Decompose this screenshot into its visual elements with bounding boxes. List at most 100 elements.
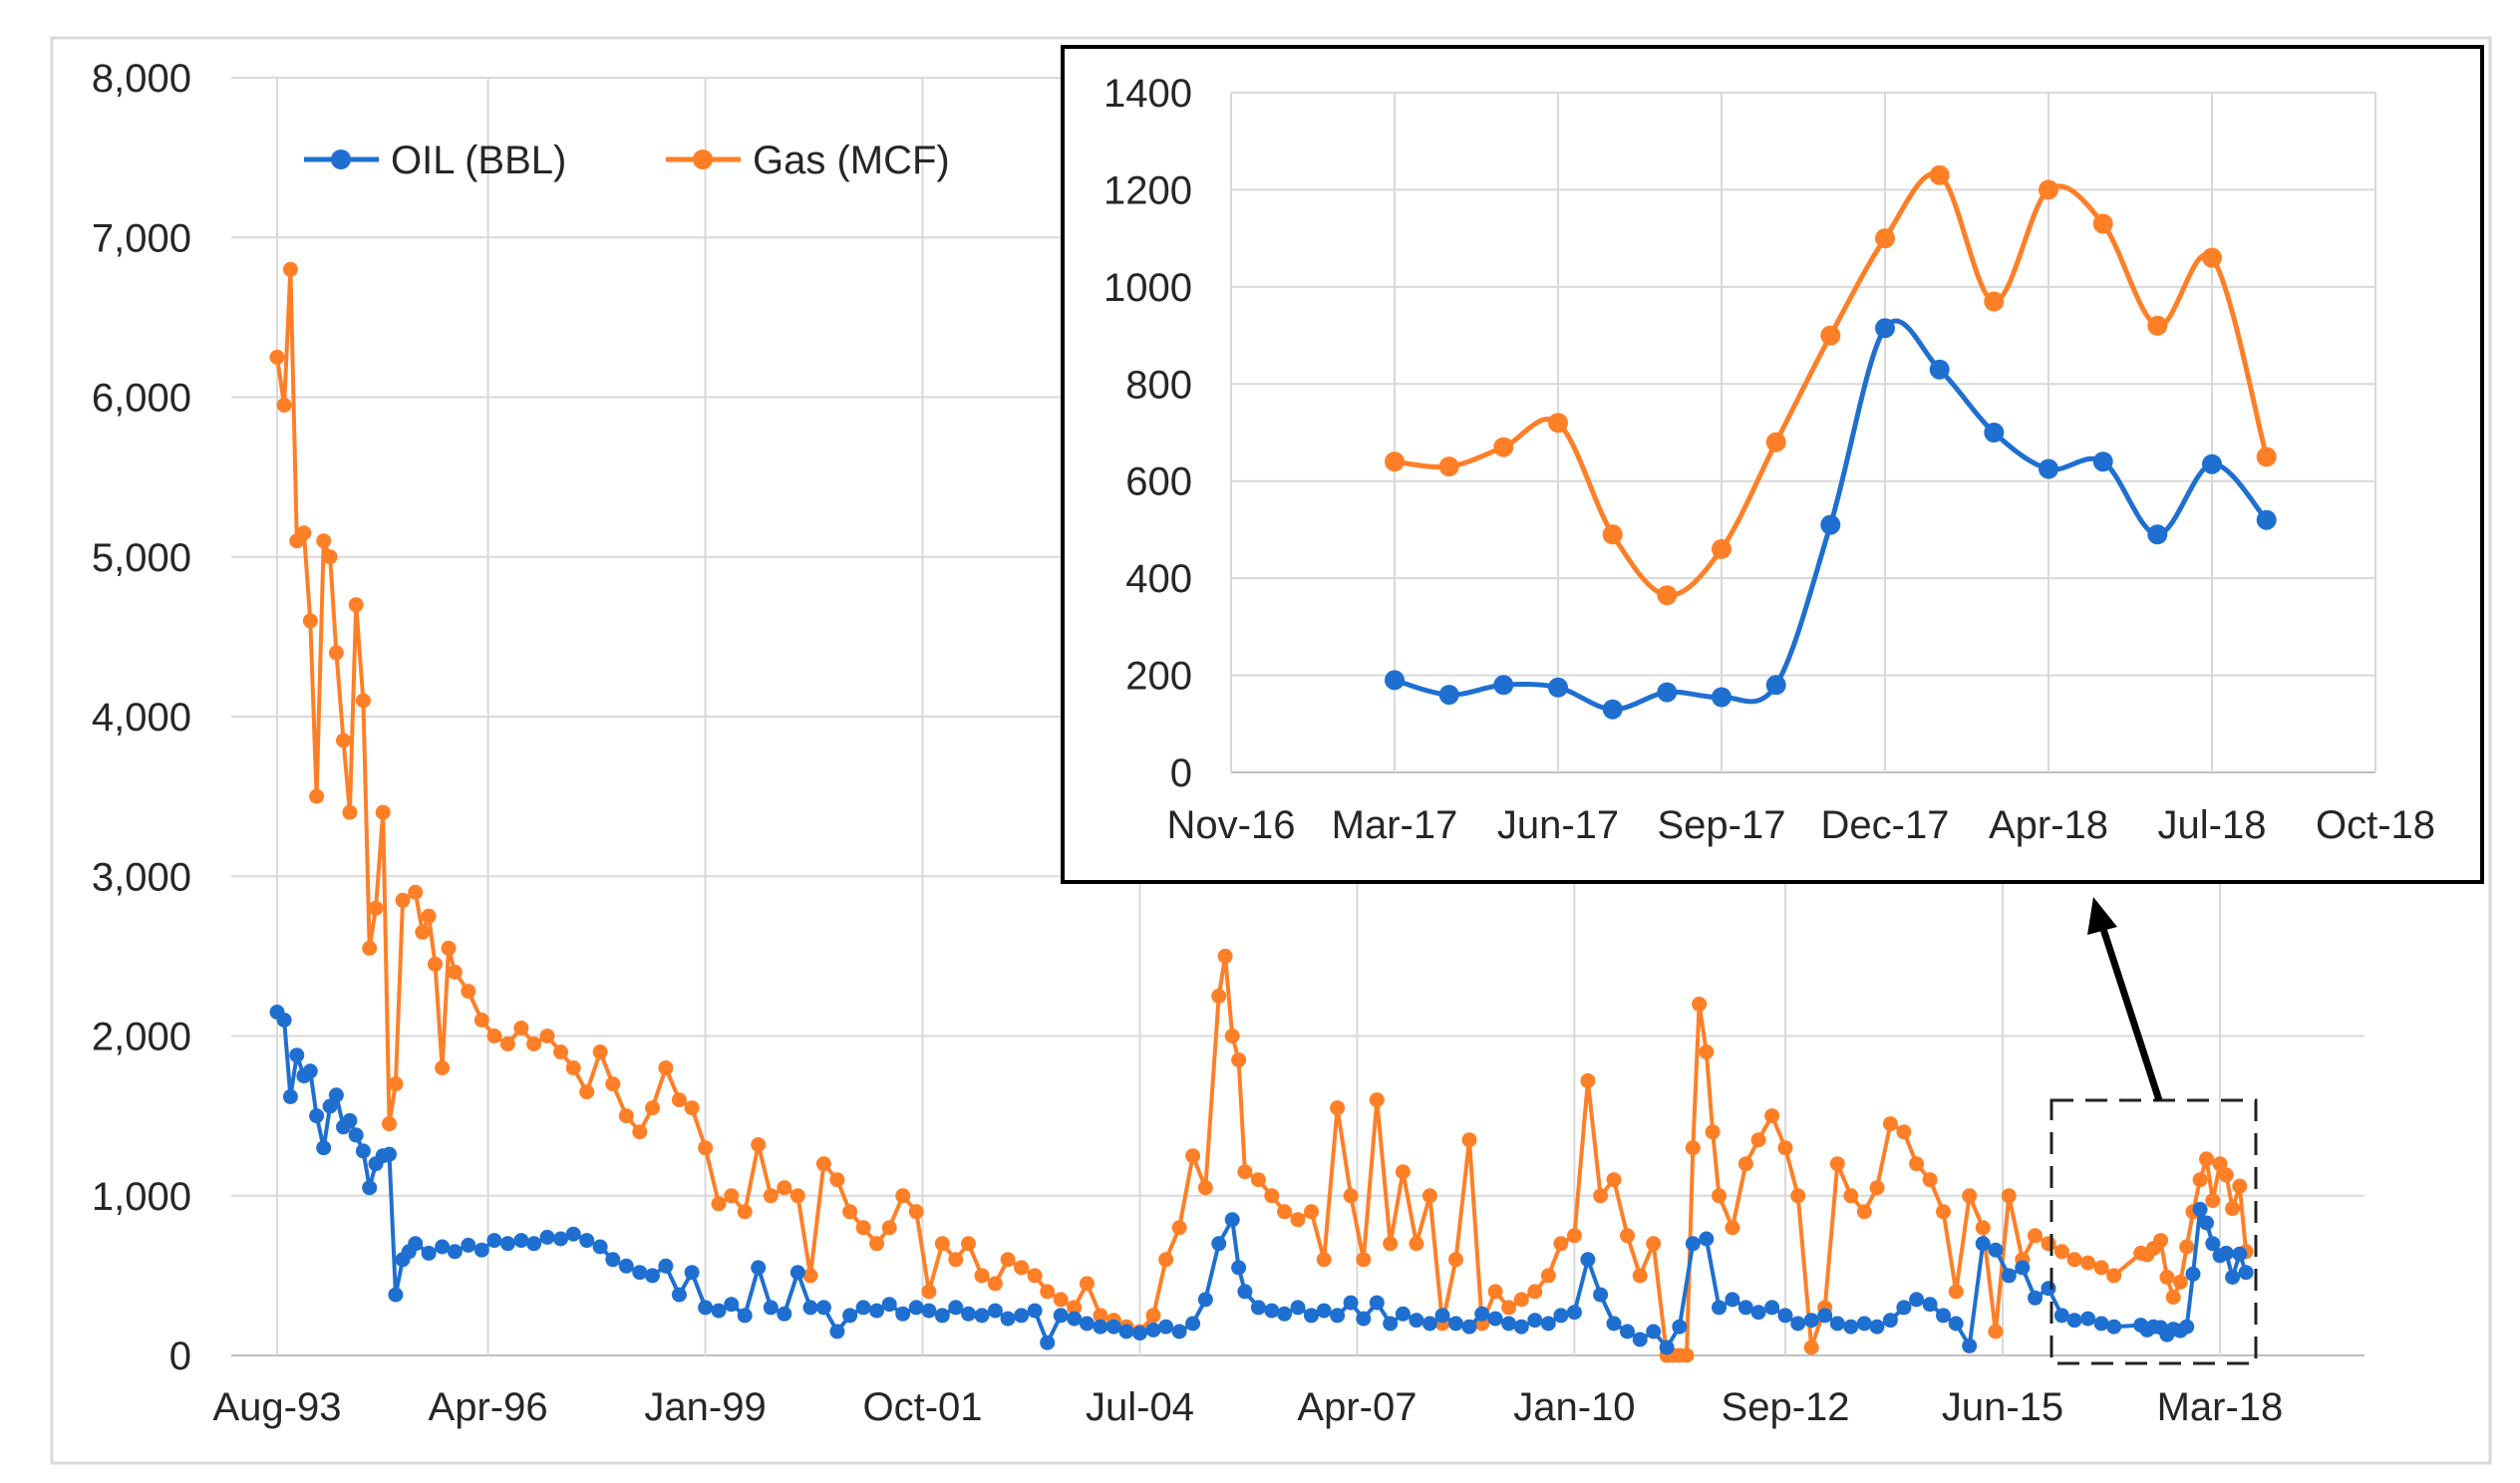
data-point-oil: [1620, 1324, 1635, 1339]
data-point-gas: [1409, 1236, 1424, 1252]
main-x-tick-label: Aug-93: [212, 1385, 341, 1429]
data-point-gas: [1750, 1132, 1766, 1148]
inset-data-point-oil: [1548, 677, 1568, 698]
data-point-gas: [441, 940, 457, 956]
data-point-oil: [684, 1265, 700, 1281]
data-point-oil: [895, 1306, 911, 1322]
data-point-gas: [473, 1013, 489, 1028]
data-point-gas: [328, 645, 344, 661]
data-point-oil: [1171, 1324, 1187, 1339]
data-point-oil: [2238, 1265, 2254, 1281]
data-point-gas: [1330, 1100, 1346, 1116]
data-point-oil: [1962, 1337, 1978, 1353]
data-point-gas: [961, 1236, 976, 1252]
data-point-oil: [829, 1324, 845, 1339]
data-point-gas: [1014, 1260, 1030, 1276]
data-point-gas: [435, 1060, 451, 1075]
data-point-oil: [974, 1308, 990, 1324]
inset-data-point-oil: [1438, 685, 1459, 706]
data-point-oil: [645, 1268, 660, 1284]
data-point-gas: [1699, 1044, 1715, 1059]
data-point-oil: [1659, 1339, 1675, 1355]
main-x-tick-label: Sep-12: [1722, 1385, 1850, 1429]
inset-data-point-oil: [1602, 699, 1623, 720]
inset-y-tick-label: 1000: [1103, 266, 1192, 310]
data-point-gas: [1250, 1172, 1266, 1188]
inset-x-tick-label: Oct-18: [2316, 803, 2435, 847]
data-point-gas: [2001, 1188, 2017, 1204]
inset-y-tick-label: 200: [1125, 655, 1192, 699]
data-point-oil: [961, 1306, 976, 1322]
main-x-tick-label: Jul-04: [1086, 1385, 1194, 1429]
inset-data-point-oil: [1765, 675, 1786, 696]
data-point-gas: [368, 900, 384, 916]
data-point-gas: [2199, 1151, 2214, 1167]
data-point-oil: [934, 1308, 950, 1324]
inset-x-tick-label: Nov-16: [1167, 803, 1296, 847]
data-point-gas: [1487, 1284, 1503, 1300]
data-point-oil: [1725, 1292, 1740, 1308]
legend: OIL (BBL) Gas (MCF): [304, 139, 950, 182]
data-point-oil: [1882, 1313, 1898, 1329]
data-point-gas: [1369, 1092, 1385, 1108]
data-point-oil: [289, 1047, 305, 1063]
data-point-oil: [1053, 1308, 1069, 1324]
data-point-gas: [1777, 1140, 1793, 1156]
inset-data-point-oil: [2202, 453, 2222, 474]
data-point-oil: [1699, 1231, 1715, 1247]
data-point-gas: [1079, 1276, 1095, 1292]
data-point-oil: [1988, 1242, 2004, 1258]
inset-y-tick-label: 600: [1125, 460, 1192, 504]
data-point-oil: [1909, 1292, 1925, 1308]
data-point-gas: [842, 1204, 858, 1220]
data-point-gas: [1632, 1268, 1648, 1284]
main-y-tick-label: 1,000: [92, 1175, 191, 1219]
inset-data-point-gas: [1438, 456, 1459, 477]
data-point-oil: [1737, 1300, 1753, 1316]
data-point-gas: [645, 1100, 660, 1116]
data-point-gas: [1737, 1156, 1753, 1172]
data-point-oil: [1040, 1335, 1056, 1350]
data-point-oil: [711, 1303, 727, 1319]
data-point-gas: [1553, 1236, 1569, 1252]
data-point-oil: [1395, 1306, 1411, 1322]
data-point-gas: [1580, 1072, 1596, 1088]
data-point-gas: [921, 1284, 937, 1300]
data-point-oil: [1093, 1319, 1108, 1335]
data-point-gas: [553, 1044, 568, 1059]
data-point-gas: [934, 1236, 950, 1252]
data-point-gas: [737, 1204, 753, 1220]
data-point-gas: [2053, 1244, 2069, 1260]
data-point-gas: [711, 1196, 727, 1212]
inset-x-tick-label: Mar-17: [1332, 803, 1458, 847]
data-point-oil: [526, 1236, 542, 1252]
main-axes: 0 1,000 2,000 3,000 4,000 5,000 6,000 7,000 8,00…: [92, 57, 2283, 1429]
data-point-gas: [1448, 1252, 1463, 1268]
data-point-oil: [348, 1127, 364, 1143]
data-point-gas: [1962, 1188, 1978, 1204]
data-point-gas: [2153, 1233, 2168, 1249]
data-point-gas: [1712, 1188, 1727, 1204]
inset-data-point-oil: [2256, 509, 2277, 530]
data-point-oil: [309, 1108, 325, 1124]
data-point-gas: [2106, 1268, 2122, 1284]
data-point-oil: [1869, 1319, 1885, 1335]
data-point-gas: [2041, 1236, 2056, 1252]
data-point-oil: [1343, 1295, 1359, 1311]
data-point-gas: [1316, 1252, 1332, 1268]
data-point-oil: [1369, 1295, 1385, 1311]
data-point-gas: [342, 804, 358, 820]
data-point-oil: [1158, 1319, 1174, 1335]
inset-series-gas: [1385, 164, 2277, 606]
main-y-tick-label: 0: [169, 1335, 191, 1378]
data-point-oil: [1356, 1311, 1372, 1327]
data-point-gas: [1000, 1252, 1016, 1268]
main-x-tick-label: Oct-01: [862, 1385, 982, 1429]
data-point-gas: [632, 1124, 648, 1140]
data-point-gas: [1922, 1172, 1938, 1188]
data-point-oil: [815, 1300, 831, 1316]
data-point-oil: [1211, 1236, 1227, 1252]
inset-data-point-oil: [1875, 318, 1895, 339]
inset-x-tick-label: Dec-17: [1821, 803, 1950, 847]
